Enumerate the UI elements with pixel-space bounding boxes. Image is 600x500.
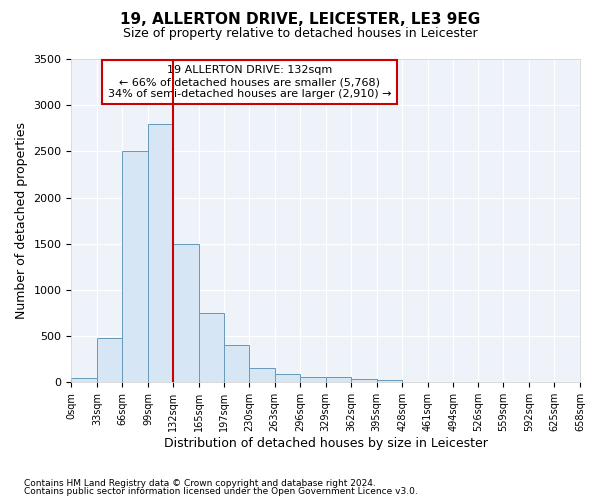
- Y-axis label: Number of detached properties: Number of detached properties: [15, 122, 28, 319]
- Text: 19, ALLERTON DRIVE, LEICESTER, LE3 9EG: 19, ALLERTON DRIVE, LEICESTER, LE3 9EG: [120, 12, 480, 28]
- Bar: [275, 374, 300, 382]
- Bar: [351, 379, 377, 382]
- Bar: [377, 380, 402, 382]
- Bar: [173, 244, 199, 382]
- X-axis label: Distribution of detached houses by size in Leicester: Distribution of detached houses by size …: [164, 437, 488, 450]
- Bar: [148, 124, 173, 382]
- Bar: [199, 313, 224, 382]
- Bar: [300, 378, 326, 382]
- Text: Size of property relative to detached houses in Leicester: Size of property relative to detached ho…: [122, 28, 478, 40]
- Bar: [97, 338, 122, 382]
- Bar: [71, 378, 97, 382]
- Bar: [122, 152, 148, 382]
- Text: Contains HM Land Registry data © Crown copyright and database right 2024.: Contains HM Land Registry data © Crown c…: [24, 478, 376, 488]
- Text: Contains public sector information licensed under the Open Government Licence v3: Contains public sector information licen…: [24, 487, 418, 496]
- Bar: [249, 368, 275, 382]
- Bar: [224, 346, 249, 383]
- Text: 19 ALLERTON DRIVE: 132sqm
← 66% of detached houses are smaller (5,768)
34% of se: 19 ALLERTON DRIVE: 132sqm ← 66% of detac…: [107, 66, 391, 98]
- Bar: [326, 378, 351, 382]
